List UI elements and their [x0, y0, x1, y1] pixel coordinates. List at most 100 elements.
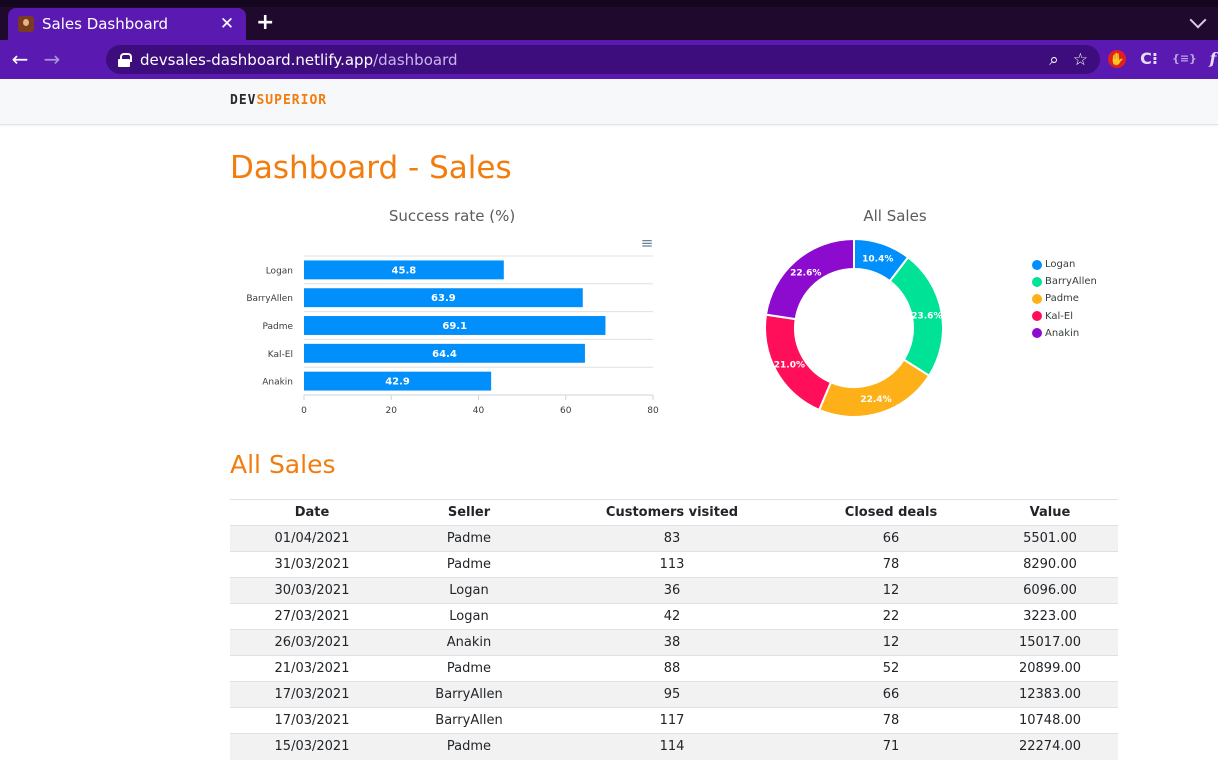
table-cell-customers-visited: 38	[544, 629, 800, 656]
x-tick-label: 40	[473, 406, 485, 416]
table-cell-customers-visited: 36	[544, 577, 800, 604]
table-cell-seller: Padme	[394, 655, 544, 682]
site-header: DEVSUPERIOR	[0, 79, 1218, 125]
table-cell-value: 10748.00	[982, 707, 1118, 734]
all-sales-donut-chart: 10.4% 23.6% 22.4% 21.0% 22.6%	[764, 237, 944, 418]
bar-data-label: 42.9	[385, 377, 410, 388]
table-cell-customers-visited: 113	[544, 551, 800, 578]
all-sales-title: All Sales	[230, 450, 336, 479]
lock-icon[interactable]	[118, 52, 132, 67]
slice-padme	[817, 358, 931, 418]
table-cell-closed-deals: 52	[800, 655, 982, 682]
x-tick-label: 80	[647, 406, 659, 416]
bar-logan	[304, 260, 504, 280]
table-cell-date: 26/03/2021	[230, 629, 394, 656]
legend-item[interactable]: Anakin	[1032, 325, 1097, 342]
table-cell-seller: Padme	[394, 551, 544, 578]
legend-item[interactable]: Logan	[1032, 256, 1097, 273]
extension-c-icon[interactable]: C⁝	[1140, 49, 1158, 68]
y-tick-label: Padme	[262, 322, 293, 332]
tab-close-button[interactable]: ✕	[219, 14, 235, 34]
legend-marker-icon	[1032, 311, 1042, 322]
legend-label: Logan	[1045, 259, 1076, 271]
table-cell-customers-visited: 83	[544, 525, 800, 552]
page-title: Dashboard - Sales	[230, 150, 512, 186]
browser-tab[interactable]: Sales Dashboard ✕	[8, 8, 246, 40]
table-cell-value: 20899.00	[982, 655, 1118, 682]
table-cell-customers-visited: 95	[544, 681, 800, 708]
donut-legend: Logan BarryAllen Padme Kal-El Anakin	[1032, 256, 1097, 342]
table-cell-closed-deals: 22	[800, 603, 982, 630]
bar-data-label: 45.8	[392, 265, 417, 276]
table-cell-date: 21/03/2021	[230, 655, 394, 682]
table-cell-closed-deals: 66	[800, 681, 982, 708]
bar-data-label: 69.1	[442, 321, 467, 332]
table-cell-date: 30/03/2021	[230, 577, 394, 604]
table-cell-closed-deals: 66	[800, 525, 982, 552]
donut-chart-title: All Sales	[863, 207, 927, 225]
legend-marker-icon	[1032, 293, 1042, 304]
table-cell-seller: BarryAllen	[394, 681, 544, 708]
bar-data-label: 64.4	[432, 349, 457, 360]
table-cell-customers-visited: 88	[544, 655, 800, 682]
extension-shield-icon[interactable]: ✋	[1108, 50, 1126, 68]
legend-label: Kal-El	[1045, 310, 1073, 322]
slice-data-label: 23.6%	[911, 312, 942, 322]
address-bar[interactable]: devsales-dashboard.netlify.app/dashboard…	[106, 45, 1100, 74]
legend-item[interactable]: BarryAllen	[1032, 273, 1097, 290]
window-top-bar	[0, 0, 1218, 7]
url-path: /dashboard	[373, 50, 458, 69]
table-cell-value: 12383.00	[982, 681, 1118, 708]
brand-superior: SUPERIOR	[256, 93, 328, 108]
chart-menu-icon[interactable]: ≡	[641, 234, 654, 252]
legend-item[interactable]: Kal-El	[1032, 308, 1097, 325]
bookmark-star-icon[interactable]: ☆	[1072, 50, 1088, 70]
y-tick-label: Kal-El	[268, 350, 293, 360]
table-cell-date: 31/03/2021	[230, 551, 394, 578]
legend-label: Anakin	[1045, 327, 1080, 339]
table-cell-value: 8290.00	[982, 551, 1118, 578]
table-header-row: Date Seller Customers visited Closed deals V…	[230, 499, 1118, 526]
x-tick-label: 20	[386, 406, 398, 416]
y-tick-label: BarryAllen	[246, 294, 293, 304]
sales-table: Date Seller Customers visited Closed deals V…	[230, 499, 1118, 760]
table-cell-value: 3223.00	[982, 603, 1118, 630]
table-cell-customers-visited: 117	[544, 707, 800, 734]
url-host: devsales-dashboard.netlify.app	[140, 50, 374, 69]
table-cell-seller: Padme	[394, 525, 544, 552]
legend-item[interactable]: Padme	[1032, 290, 1097, 307]
slice-data-label: 22.6%	[790, 268, 821, 278]
slice-data-label: 21.0%	[774, 361, 805, 371]
table-row: 26/03/2021 Anakin 38 12 15017.00	[230, 629, 1118, 656]
legend-label: Padme	[1045, 293, 1079, 305]
table-cell-date: 01/04/2021	[230, 525, 394, 552]
table-row: 27/03/2021 Logan 42 22 3223.00	[230, 603, 1118, 630]
bar-padme	[304, 316, 606, 335]
forward-button[interactable]: →	[43, 47, 61, 71]
legend-label: BarryAllen	[1045, 276, 1097, 288]
table-cell-date: 15/03/2021	[230, 733, 394, 760]
brand-logo[interactable]: DEVSUPERIOR	[230, 93, 327, 108]
browser-toolbar: ← → devsales-dashboard.netlify.app/dashb…	[0, 40, 1218, 79]
table-row: 30/03/2021 Logan 36 12 6096.00	[230, 577, 1118, 604]
table-cell-closed-deals: 78	[800, 707, 982, 734]
table-cell-closed-deals: 78	[800, 551, 982, 578]
zoom-icon[interactable]: ⌕	[1049, 50, 1059, 70]
new-tab-button[interactable]: +	[256, 10, 275, 35]
table-row: 01/04/2021 Padme 83 66 5501.00	[230, 525, 1118, 552]
table-row: 31/03/2021 Padme 113 78 8290.00	[230, 551, 1118, 578]
table-cell-closed-deals: 71	[800, 733, 982, 760]
slice-anakin	[764, 237, 855, 321]
table-cell-value: 5501.00	[982, 525, 1118, 552]
tab-search-icon[interactable]	[1189, 11, 1207, 29]
column-header-customers-visited: Customers visited	[544, 499, 800, 526]
table-cell-seller: Logan	[394, 603, 544, 630]
extension-code-icon[interactable]: {≡}	[1172, 52, 1197, 65]
bar-data-label: 63.9	[431, 293, 456, 304]
back-button[interactable]: ←	[11, 47, 29, 71]
extension-f-icon[interactable]: f	[1209, 49, 1217, 68]
x-tick-label: 0	[301, 406, 307, 416]
table-row: 17/03/2021 BarryAllen 95 66 12383.00	[230, 681, 1118, 708]
column-header-closed-deals: Closed deals	[800, 499, 982, 526]
legend-marker-icon	[1032, 328, 1042, 339]
